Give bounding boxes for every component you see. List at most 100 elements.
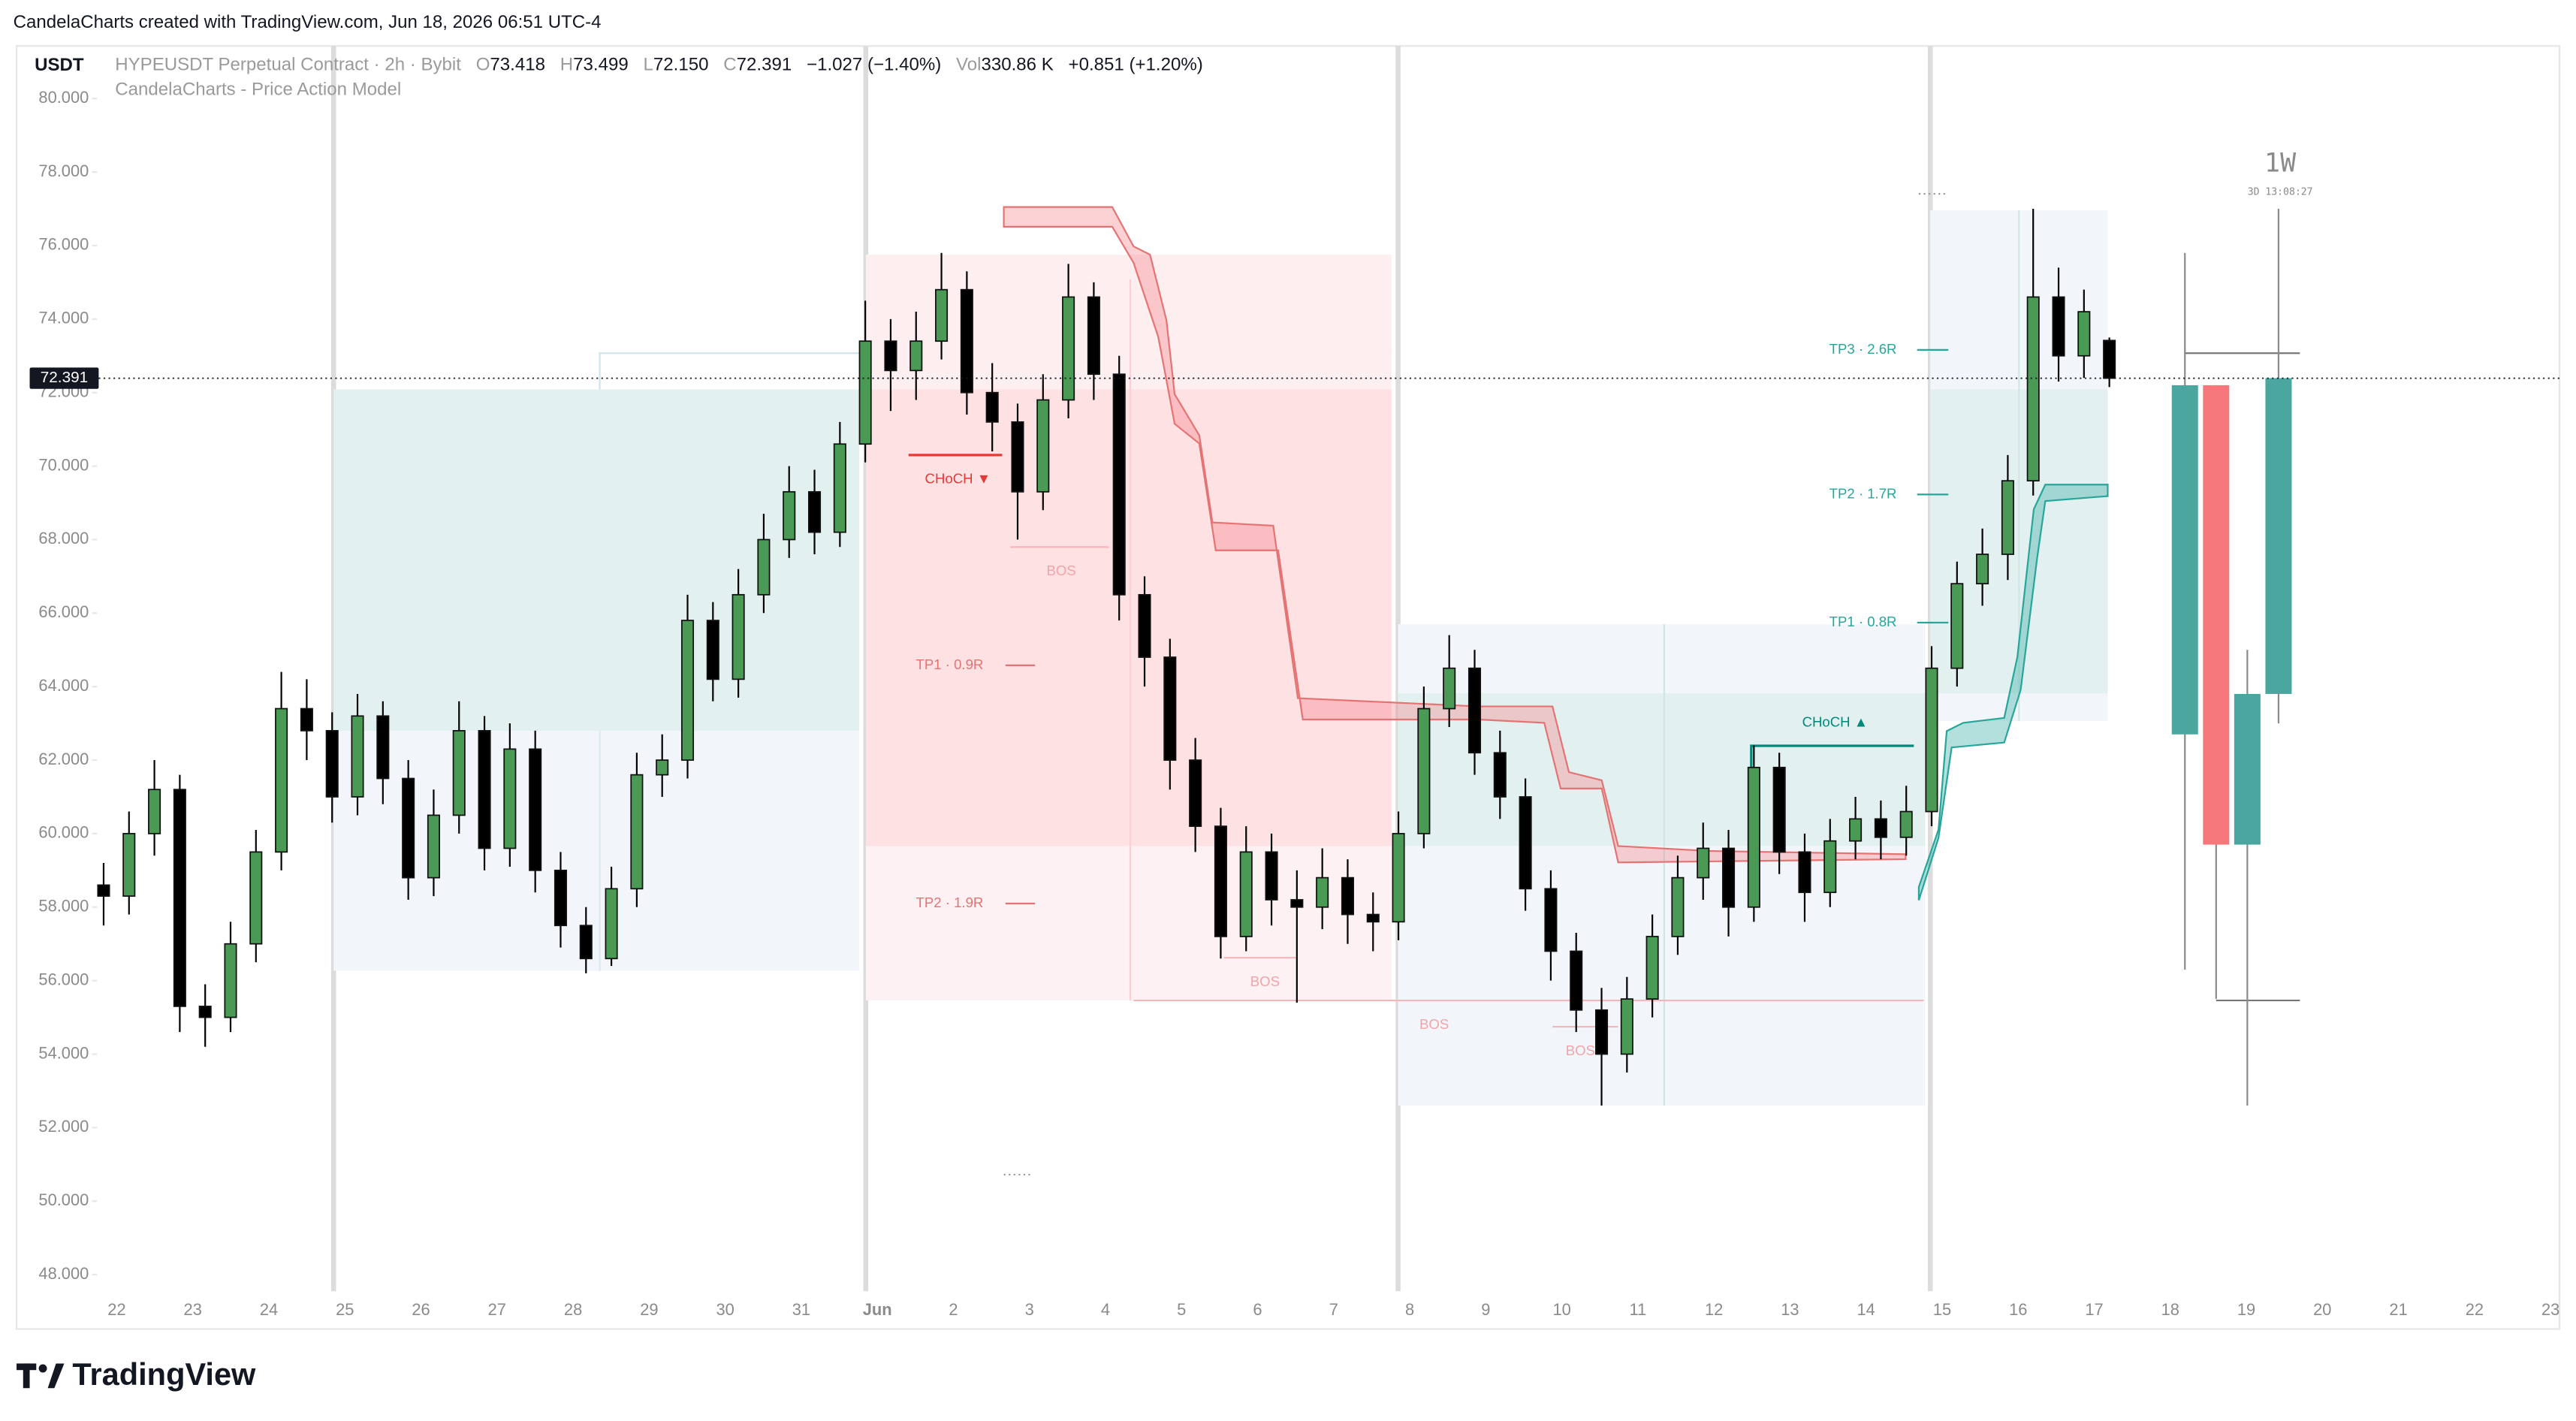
candle-body	[1189, 759, 1202, 827]
x-tick-label: 20	[2313, 1300, 2331, 1319]
candle-body	[148, 789, 161, 834]
candle-body	[402, 777, 415, 879]
last-price-box	[29, 367, 99, 389]
bull-ribbon	[1917, 484, 2109, 901]
candle-body	[579, 925, 593, 960]
candle-body	[1620, 998, 1633, 1055]
legend-key: O	[476, 55, 490, 75]
candle-body	[1519, 796, 1532, 890]
candle-body	[1214, 825, 1227, 937]
x-tick-label: 11	[1630, 1300, 1647, 1319]
logo-part	[47, 1363, 65, 1389]
zone	[1398, 624, 1926, 694]
candle-body	[2234, 693, 2261, 845]
candle-body	[808, 490, 822, 533]
candle-body	[884, 340, 897, 372]
annotation: BOS	[1047, 563, 1076, 578]
x-tick-label: 9	[1481, 1300, 1490, 1319]
candle-body	[2203, 385, 2230, 845]
zone	[1398, 693, 1926, 846]
candle-body	[1594, 1009, 1609, 1055]
y-tick-label: 74.000	[38, 309, 89, 327]
x-tick-label: 22	[107, 1300, 125, 1319]
candle-body	[605, 888, 618, 960]
candle-body	[1493, 752, 1507, 798]
x-tick-label: 28	[564, 1300, 582, 1319]
candle-body	[656, 759, 669, 776]
x-tick-label: 14	[1857, 1300, 1875, 1319]
x-tick-label: 30	[716, 1300, 734, 1319]
candle-body	[173, 789, 186, 1007]
annotation: BOS	[1250, 973, 1280, 989]
candle-body	[1747, 766, 1760, 908]
watermark: CandelaCharts created with TradingView.c…	[14, 12, 602, 32]
candle-body	[1265, 851, 1278, 901]
candle-body	[1899, 810, 1913, 838]
legend: HYPEUSDT Perpetual Contract · 2h · Bybit…	[115, 55, 1202, 75]
candle-body	[2265, 378, 2292, 694]
brand: TradingView	[72, 1356, 256, 1392]
y-tick-label: 68.000	[38, 529, 89, 548]
candle-body	[706, 620, 719, 680]
x-tick-label: 2	[949, 1300, 958, 1319]
x-tick-label: 21	[2389, 1300, 2407, 1319]
htf-label: 1W	[2264, 149, 2297, 179]
last-price-label: 72.391	[41, 369, 89, 386]
candle-body	[1011, 421, 1024, 493]
candle-body	[680, 620, 695, 761]
candle-body	[1772, 766, 1786, 853]
legend-value: 330.86 K	[981, 55, 1053, 75]
x-tick-label: 13	[1781, 1300, 1799, 1319]
candle-body	[858, 340, 872, 445]
candle-body	[224, 943, 237, 1018]
x-tick-label: 18	[2161, 1300, 2179, 1319]
candle-body	[2103, 339, 2116, 379]
legend-key: C	[723, 55, 736, 75]
y-tick-label: 80.000	[38, 88, 89, 107]
annotation: BOS	[1419, 1016, 1449, 1032]
candle-body	[833, 443, 846, 533]
x-tick-label: 4	[1101, 1300, 1110, 1319]
candle-body	[757, 539, 771, 596]
y-tick-label: 54.000	[38, 1043, 89, 1062]
candle-body	[1163, 656, 1177, 761]
legend-value: 73.418	[490, 55, 545, 75]
y-tick-label: 66.000	[38, 602, 89, 621]
legend-key: Vol	[956, 55, 981, 75]
candle-body	[2001, 480, 2014, 555]
candle-body	[783, 490, 796, 541]
candle-body	[1823, 840, 1837, 894]
candle-body	[2052, 296, 2065, 357]
candle-body	[731, 593, 745, 680]
candle-body	[529, 748, 542, 871]
candle-body	[935, 288, 949, 342]
candle-body	[1544, 888, 1558, 952]
x-tick-label: 22	[2466, 1300, 2484, 1319]
candle-body	[1467, 667, 1482, 754]
candle-body	[1366, 913, 1380, 923]
x-tick-label: 16	[2009, 1300, 2027, 1319]
candle-body	[1697, 847, 1710, 879]
candle-body	[985, 391, 999, 423]
x-tick-label: 15	[1933, 1300, 1951, 1319]
pane-border	[15, 45, 2561, 1330]
annotation: TP1 · 0.8R	[1829, 614, 1897, 629]
candle-body	[909, 340, 923, 372]
y-tick-label: 62.000	[38, 750, 89, 768]
candle-body	[1925, 667, 1938, 813]
annotation: TP1 · 0.9R	[916, 656, 984, 672]
candle-body	[1849, 818, 1863, 842]
structure-lines	[908, 193, 2300, 1176]
candle-body	[1112, 373, 1126, 596]
y-tick-label: 50.000	[38, 1190, 89, 1209]
candle-body	[2077, 311, 2091, 357]
candle-body	[376, 715, 390, 780]
candle-body	[1239, 851, 1253, 937]
candle-body	[97, 884, 110, 897]
candle-body	[1976, 554, 1989, 585]
x-tick-label: 31	[792, 1300, 810, 1319]
candle-body	[1443, 667, 1456, 710]
zone	[333, 389, 860, 732]
